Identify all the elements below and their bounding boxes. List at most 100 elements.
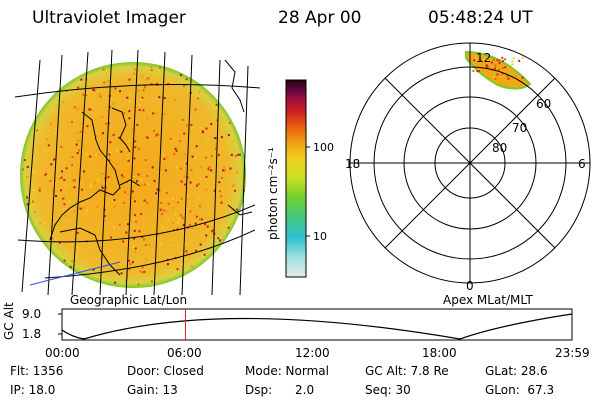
uv-speckle: [52, 189, 55, 192]
uv-speckle: [133, 218, 136, 221]
uv-speckle: [203, 253, 206, 256]
altitude-ytick-min: 1.8: [22, 327, 42, 341]
uv-speckle: [60, 189, 62, 192]
coastline: [49, 59, 253, 276]
uv-speckle: [158, 189, 161, 192]
uv-speckle: [142, 89, 145, 92]
left-panel-caption: Geographic Lat/Lon: [70, 293, 188, 307]
uv-speckle: [127, 259, 130, 262]
polar-speckle: [494, 67, 496, 70]
uv-speckle: [162, 226, 165, 229]
info-seq: Seq: 30: [365, 383, 411, 397]
uv-speckle: [219, 239, 221, 242]
polar-speckle: [511, 60, 514, 63]
uv-speckle: [189, 181, 192, 184]
uv-speckle: [26, 175, 29, 178]
uv-speckle: [169, 137, 172, 140]
uv-speckle: [119, 90, 121, 93]
uv-speckle: [178, 140, 181, 143]
uv-speckle: [185, 207, 188, 210]
uv-speckle: [107, 95, 110, 98]
polar-speckle: [494, 64, 497, 67]
uv-speckle: [167, 83, 170, 85]
uv-speckle: [128, 117, 131, 120]
mlt-label-18: 18: [345, 157, 360, 171]
uv-speckle: [220, 201, 223, 204]
uv-speckle: [129, 93, 132, 96]
uv-speckle: [101, 132, 104, 135]
uv-speckle: [171, 198, 174, 200]
uv-speckle: [82, 206, 85, 209]
uv-speckle: [140, 212, 143, 215]
uv-speckle: [148, 243, 151, 246]
uv-speckle: [210, 169, 213, 172]
uv-speckle: [101, 185, 103, 188]
uv-speckle: [72, 179, 75, 182]
uv-speckle: [65, 89, 68, 92]
uv-speckle: [236, 171, 239, 174]
uv-speckle: [96, 205, 99, 208]
uv-speckle: [172, 207, 175, 210]
uv-speckle: [50, 163, 53, 166]
uv-speckle: [134, 68, 137, 71]
uv-speckle: [208, 166, 211, 168]
uv-speckle: [32, 189, 35, 192]
uv-speckle: [155, 83, 158, 86]
uv-speckle: [211, 175, 214, 178]
uv-speckle: [126, 157, 129, 160]
uv-speckle: [32, 203, 35, 206]
uv-speckle: [155, 192, 158, 195]
uv-speckle: [147, 183, 150, 185]
uv-speckle: [212, 229, 215, 231]
uv-speckle: [65, 183, 68, 186]
uv-speckle: [181, 118, 184, 121]
uv-speckle: [124, 279, 127, 282]
uv-speckle: [36, 129, 39, 132]
uv-speckle: [101, 173, 104, 175]
uv-speckle: [201, 218, 203, 221]
uv-speckle: [201, 130, 204, 133]
uv-speckle: [200, 178, 203, 180]
uv-speckle: [141, 271, 144, 274]
right-panel-caption: Apex MLat/MLT: [443, 293, 533, 307]
uv-speckle: [225, 224, 228, 227]
uv-speckle: [82, 93, 85, 96]
uv-speckle: [162, 153, 165, 156]
uv-speckle: [185, 250, 188, 253]
polar-speckle: [498, 59, 501, 62]
uv-disk: [20, 62, 246, 288]
uv-speckle: [113, 205, 116, 208]
colorbar-tick-100: 100: [313, 141, 334, 154]
uv-speckle: [143, 270, 146, 273]
polar-speckle: [476, 70, 479, 73]
polar-speckle: [504, 58, 507, 61]
uv-speckle: [50, 223, 53, 226]
uv-speckle: [183, 85, 185, 88]
polar-speckle: [493, 76, 495, 78]
app-title: Ultraviolet Imager: [32, 8, 186, 28]
uv-speckle: [131, 190, 134, 193]
uv-speckle: [62, 101, 65, 104]
uv-speckle: [133, 229, 136, 232]
uv-speckle: [79, 207, 82, 210]
uv-speckle: [194, 108, 197, 111]
uv-speckle: [166, 155, 169, 158]
uv-speckle: [194, 157, 197, 160]
uv-speckle: [194, 222, 197, 225]
uv-speckle: [111, 260, 114, 263]
polar-speckle: [507, 77, 510, 80]
uv-speckle: [158, 96, 161, 99]
mlat-label-80: 80: [492, 141, 507, 155]
uv-speckle: [167, 202, 170, 205]
uv-speckle: [210, 123, 213, 126]
uv-speckle: [154, 112, 157, 115]
uv-speckle: [179, 167, 182, 170]
uv-speckle: [120, 174, 123, 177]
uv-speckle: [65, 167, 68, 170]
uv-speckle: [58, 176, 61, 179]
uv-speckle: [90, 246, 93, 249]
uv-speckle: [227, 134, 230, 137]
uv-speckle: [238, 153, 241, 156]
uv-speckle: [55, 195, 57, 197]
uv-speckle: [151, 166, 154, 169]
